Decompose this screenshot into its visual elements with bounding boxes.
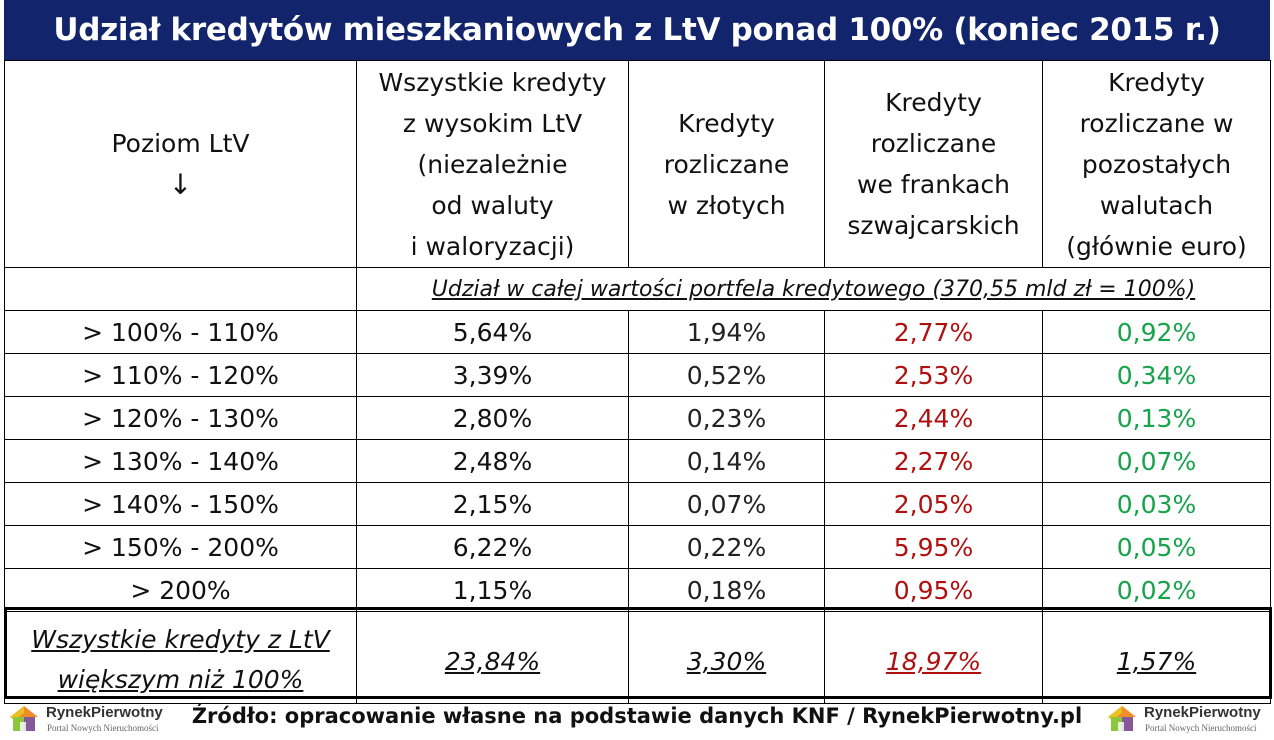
chf-loans-cell: 2,53%: [824, 353, 1043, 397]
all-loans-cell: 1,15%: [356, 568, 629, 612]
table-row: > 110% - 120% 3,39% 0,52% 2,53% 0,34%: [4, 353, 1271, 397]
source-note: Źródło: opracowanie własne na podstawie …: [191, 704, 1083, 728]
page-title: Udział kredytów mieszkaniowych z LtV pon…: [4, 0, 1270, 60]
header-pln: Kredyty rozliczane w złotych: [628, 60, 825, 268]
chf-loans-cell: 2,44%: [824, 396, 1043, 440]
all-loans-cell: 6,22%: [356, 525, 629, 569]
chf-loans-cell: 2,05%: [824, 482, 1043, 526]
house-logo-icon: [10, 706, 38, 731]
chf-loans-cell: 0,95%: [824, 568, 1043, 612]
table-row: > 150% - 200% 6,22% 0,22% 5,95% 0,05%: [4, 525, 1271, 569]
house-logo-icon: [1108, 706, 1136, 731]
table-row: > 140% - 150% 2,15% 0,07% 2,05% 0,03%: [4, 482, 1271, 526]
total-other: 1,57%: [1042, 611, 1271, 704]
chf-loans-cell: 5,95%: [824, 525, 1043, 569]
all-loans-cell: 3,39%: [356, 353, 629, 397]
all-loans-cell: 5,64%: [356, 310, 629, 354]
pln-loans-cell: 0,52%: [628, 353, 825, 397]
portfolio-subheader: Udział w całej wartości portfela kredyto…: [356, 267, 1271, 311]
chf-loans-cell: 2,77%: [824, 310, 1043, 354]
other-currency-cell: 0,92%: [1042, 310, 1271, 354]
chf-loans-cell: 2,27%: [824, 439, 1043, 483]
total-row: Wszystkie kredyty z LtV większym niż 100%…: [4, 611, 1271, 704]
subheader-row: Udział w całej wartości portfela kredyto…: [4, 267, 1271, 311]
header-all: Wszystkie kredyty z wysokim LtV (niezale…: [356, 60, 629, 268]
ltv-table: Poziom LtV ↓ Wszystkie kredyty z wysokim…: [4, 60, 1271, 704]
pln-loans-cell: 0,07%: [628, 482, 825, 526]
other-currency-cell: 0,02%: [1042, 568, 1271, 612]
pln-loans-cell: 0,22%: [628, 525, 825, 569]
other-currency-cell: 0,07%: [1042, 439, 1271, 483]
ltv-level-cell: > 150% - 200%: [4, 525, 357, 569]
pln-loans-cell: 0,18%: [628, 568, 825, 612]
table-row: > 200% 1,15% 0,18% 0,95% 0,02%: [4, 568, 1271, 612]
other-currency-cell: 0,13%: [1042, 396, 1271, 440]
all-loans-cell: 2,80%: [356, 396, 629, 440]
total-label: Wszystkie kredyty z LtV większym niż 100%: [4, 611, 357, 704]
logo-right: RynekPierwotny Portal Nowych Nieruchomoś…: [1104, 703, 1274, 737]
total-pln: 3,30%: [628, 611, 825, 704]
ltv-level-cell: > 110% - 120%: [4, 353, 357, 397]
pln-loans-cell: 0,23%: [628, 396, 825, 440]
arrow-down-icon: ↓: [168, 168, 193, 201]
other-currency-cell: 0,34%: [1042, 353, 1271, 397]
all-loans-cell: 2,48%: [356, 439, 629, 483]
logo: RynekPierwotny Portal Nowych Nieruchomoś…: [6, 703, 176, 737]
pln-loans-cell: 1,94%: [628, 310, 825, 354]
other-currency-cell: 0,03%: [1042, 482, 1271, 526]
table-row: > 120% - 130% 2,80% 0,23% 2,44% 0,13%: [4, 396, 1271, 440]
ltv-level-cell: > 130% - 140%: [4, 439, 357, 483]
ltv-level-cell: > 200%: [4, 568, 357, 612]
all-loans-cell: 2,15%: [356, 482, 629, 526]
header-chf: Kredyty rozliczane we frankach szwajcars…: [824, 60, 1043, 268]
total-all: 23,84%: [356, 611, 629, 704]
ltv-level-cell: > 100% - 110%: [4, 310, 357, 354]
other-currency-cell: 0,05%: [1042, 525, 1271, 569]
ltv-level-cell: > 120% - 130%: [4, 396, 357, 440]
header-level: Poziom LtV ↓: [4, 60, 357, 268]
table-row: > 130% - 140% 2,48% 0,14% 2,27% 0,07%: [4, 439, 1271, 483]
ltv-level-cell: > 140% - 150%: [4, 482, 357, 526]
table-row: > 100% - 110% 5,64% 1,94% 2,77% 0,92%: [4, 310, 1271, 354]
footer: RynekPierwotny Portal Nowych Nieruchomoś…: [0, 698, 1274, 740]
header-row: Poziom LtV ↓ Wszystkie kredyty z wysokim…: [4, 60, 1271, 268]
pln-loans-cell: 0,14%: [628, 439, 825, 483]
header-other: Kredyty rozliczane w pozostałych walutac…: [1042, 60, 1271, 268]
total-chf: 18,97%: [824, 611, 1043, 704]
